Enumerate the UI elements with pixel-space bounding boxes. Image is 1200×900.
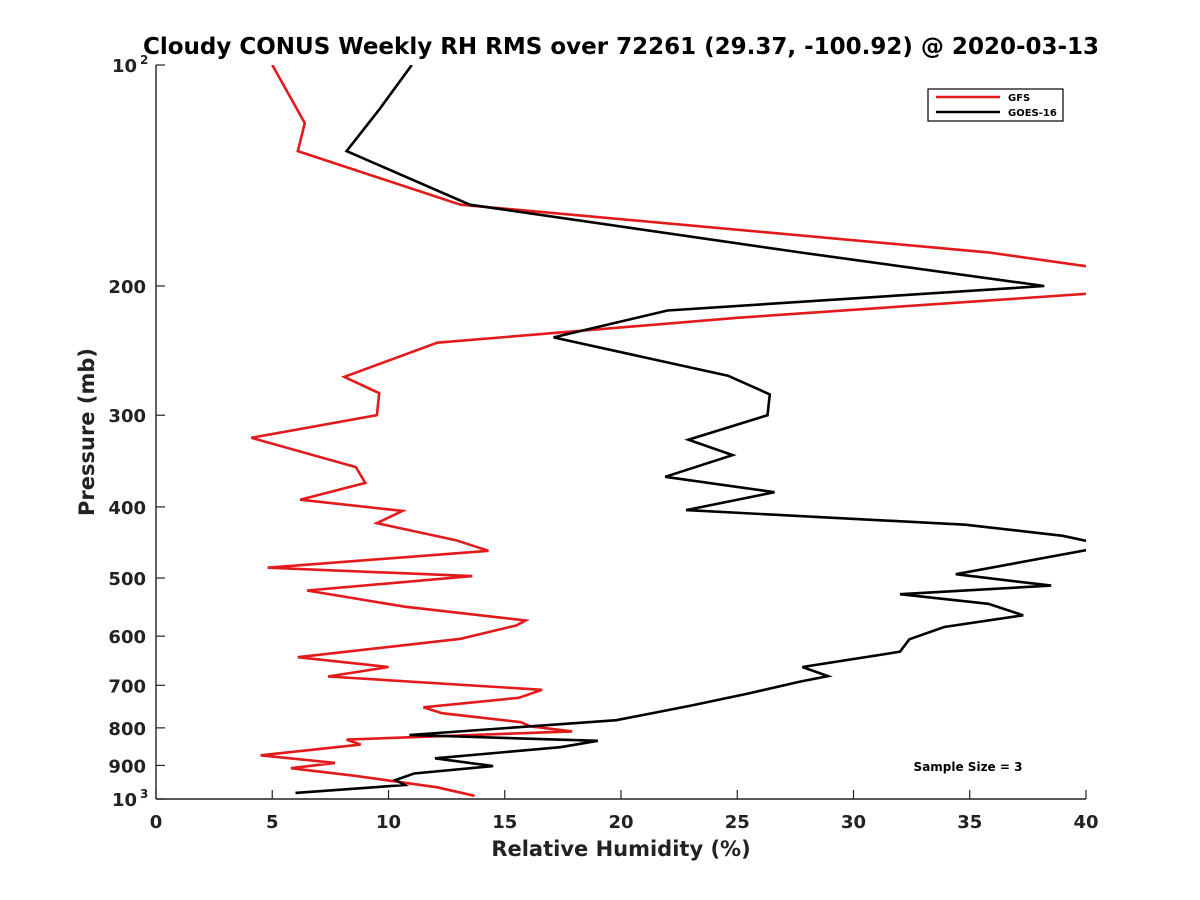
y-tick-label: 900 — [108, 756, 146, 777]
x-tick-label: 5 — [266, 812, 279, 833]
legend-label-goes16: GOES-16 — [1008, 108, 1057, 119]
x-tick-label: 15 — [492, 812, 517, 833]
y-tick-label: 400 — [108, 498, 146, 519]
y-tick-label: 200 — [108, 277, 146, 298]
y-tick-label: 700 — [108, 676, 146, 697]
x-axis-label: Relative Humidity (%) — [491, 837, 750, 861]
series-line-1 — [295, 65, 1086, 795]
x-tick-label: 30 — [841, 812, 866, 833]
series-line-0 — [250, 65, 1086, 798]
y-tick-label: 600 — [108, 627, 146, 648]
x-tick-label: 25 — [725, 812, 750, 833]
x-tick-label: 10 — [376, 812, 401, 833]
y-tick-exponent: 3 — [140, 787, 148, 801]
series-layer — [250, 65, 1086, 798]
y-tick-label: 800 — [108, 719, 146, 740]
y-tick-label: 300 — [108, 406, 146, 427]
y-tick-label: 500 — [108, 569, 146, 590]
y-tick-exponent: 2 — [140, 53, 148, 67]
y-tick-label: 10 — [112, 790, 137, 811]
x-tick-label: 0 — [150, 812, 163, 833]
chart-title: Cloudy CONUS Weekly RH RMS over 72261 (2… — [143, 34, 1099, 60]
x-tick-label: 40 — [1073, 812, 1098, 833]
sample-size-annotation: Sample Size = 3 — [914, 760, 1023, 774]
y-axis-label: Pressure (mb) — [75, 348, 99, 516]
legend-box — [927, 88, 1064, 122]
legend: GFS GOES-16 — [927, 88, 1064, 122]
x-tick-label: 35 — [957, 812, 982, 833]
y-tick-label: 10 — [112, 56, 137, 77]
x-tick-label: 20 — [608, 812, 633, 833]
legend-label-gfs: GFS — [1008, 93, 1030, 104]
